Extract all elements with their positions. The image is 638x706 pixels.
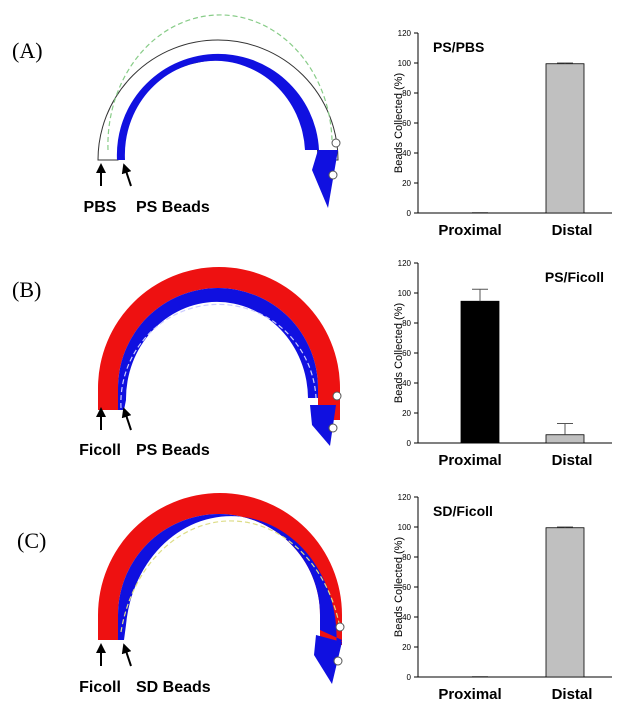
- y-tick-label: 40: [402, 379, 411, 388]
- y-tick-label: 40: [402, 149, 411, 158]
- y-tick-label: 0: [407, 673, 412, 682]
- y-tick-label: 60: [402, 119, 411, 128]
- bar-chart: 0 20 40 60 80 100 120 Beads Collected (%) PS/PBS…: [393, 29, 612, 239]
- y-tick-label: 60: [402, 349, 411, 358]
- bar-chart: 0 20 40 60 80 100 120 Beads Collected (%) PS/Fic…: [393, 259, 612, 469]
- y-tick-label: 80: [402, 553, 411, 562]
- bar-chart: 0 20 40 60 80 100 120 Beads Collected (%) SD/Fic…: [393, 493, 612, 703]
- bar: [545, 434, 585, 444]
- y-axis-label: Beads Collected (%): [393, 303, 405, 403]
- y-tick-label: 100: [398, 523, 412, 532]
- y-tick-label: 80: [402, 319, 411, 328]
- y-tick-label: 120: [398, 259, 412, 268]
- panel-label: (B): [12, 277, 41, 302]
- diagram-a: (A) PBS PS Beads: [12, 14, 341, 216]
- diagram-c: (C) Ficoll SD Beads: [17, 493, 345, 696]
- y-tick-label: 0: [407, 439, 412, 448]
- diagram-b: (B) Ficoll PS Beads: [12, 267, 342, 459]
- x-tick-label: Distal: [552, 686, 593, 703]
- bar: [545, 63, 585, 214]
- y-tick-label: 20: [402, 643, 411, 652]
- chart-title: PS/Ficoll: [545, 269, 604, 285]
- x-tick-label: Distal: [552, 452, 593, 469]
- y-tick-label: 100: [398, 59, 412, 68]
- y-tick-label: 60: [402, 583, 411, 592]
- y-tick-label: 20: [402, 409, 411, 418]
- bar: [460, 300, 500, 444]
- y-tick-label: 120: [398, 493, 412, 502]
- inlet-label: PS Beads: [136, 199, 210, 216]
- x-tick-label: Proximal: [438, 686, 501, 703]
- inlet-label: Ficoll: [79, 679, 121, 696]
- y-tick-label: 0: [407, 209, 412, 218]
- y-tick-label: 20: [402, 179, 411, 188]
- y-axis-label: Beads Collected (%): [393, 537, 405, 637]
- panel-label: (A): [12, 38, 43, 63]
- inlet-label: SD Beads: [136, 679, 211, 696]
- y-tick-label: 100: [398, 289, 412, 298]
- error-bar: [557, 423, 573, 435]
- error-bar: [557, 526, 573, 528]
- bar: [545, 527, 585, 678]
- inlet-label: Ficoll: [79, 442, 121, 459]
- inlet-label: PS Beads: [136, 442, 210, 459]
- y-tick-label: 80: [402, 89, 411, 98]
- x-tick-label: Proximal: [438, 452, 501, 469]
- chart-title: SD/Ficoll: [433, 503, 493, 519]
- x-tick-label: Proximal: [438, 222, 501, 239]
- y-axis-label: Beads Collected (%): [393, 73, 405, 173]
- chart-title: PS/PBS: [433, 39, 484, 55]
- y-tick-label: 40: [402, 613, 411, 622]
- x-tick-label: Distal: [552, 222, 593, 239]
- panel-label: (C): [17, 528, 46, 553]
- error-bar: [472, 288, 488, 302]
- inlet-label: PBS: [84, 199, 117, 216]
- y-tick-label: 120: [398, 29, 412, 38]
- error-bar: [557, 62, 573, 64]
